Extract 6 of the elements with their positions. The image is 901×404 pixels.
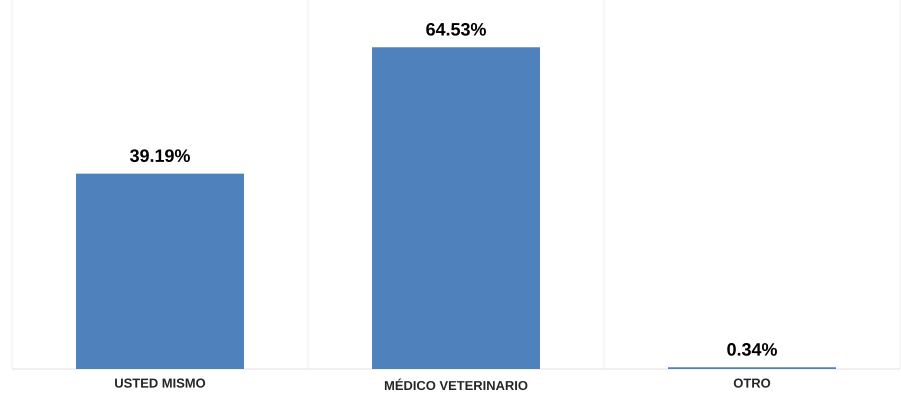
data-label: 0.34% [727, 343, 777, 356]
data-label: 64.53% [426, 22, 486, 36]
data-label: 39.19% [130, 149, 190, 162]
x-tick-label: USTED MISMO [115, 378, 206, 388]
x-tick-label: OTRO [734, 378, 770, 388]
x-tick-label: MÉDICO VETERINARIO [384, 378, 528, 390]
